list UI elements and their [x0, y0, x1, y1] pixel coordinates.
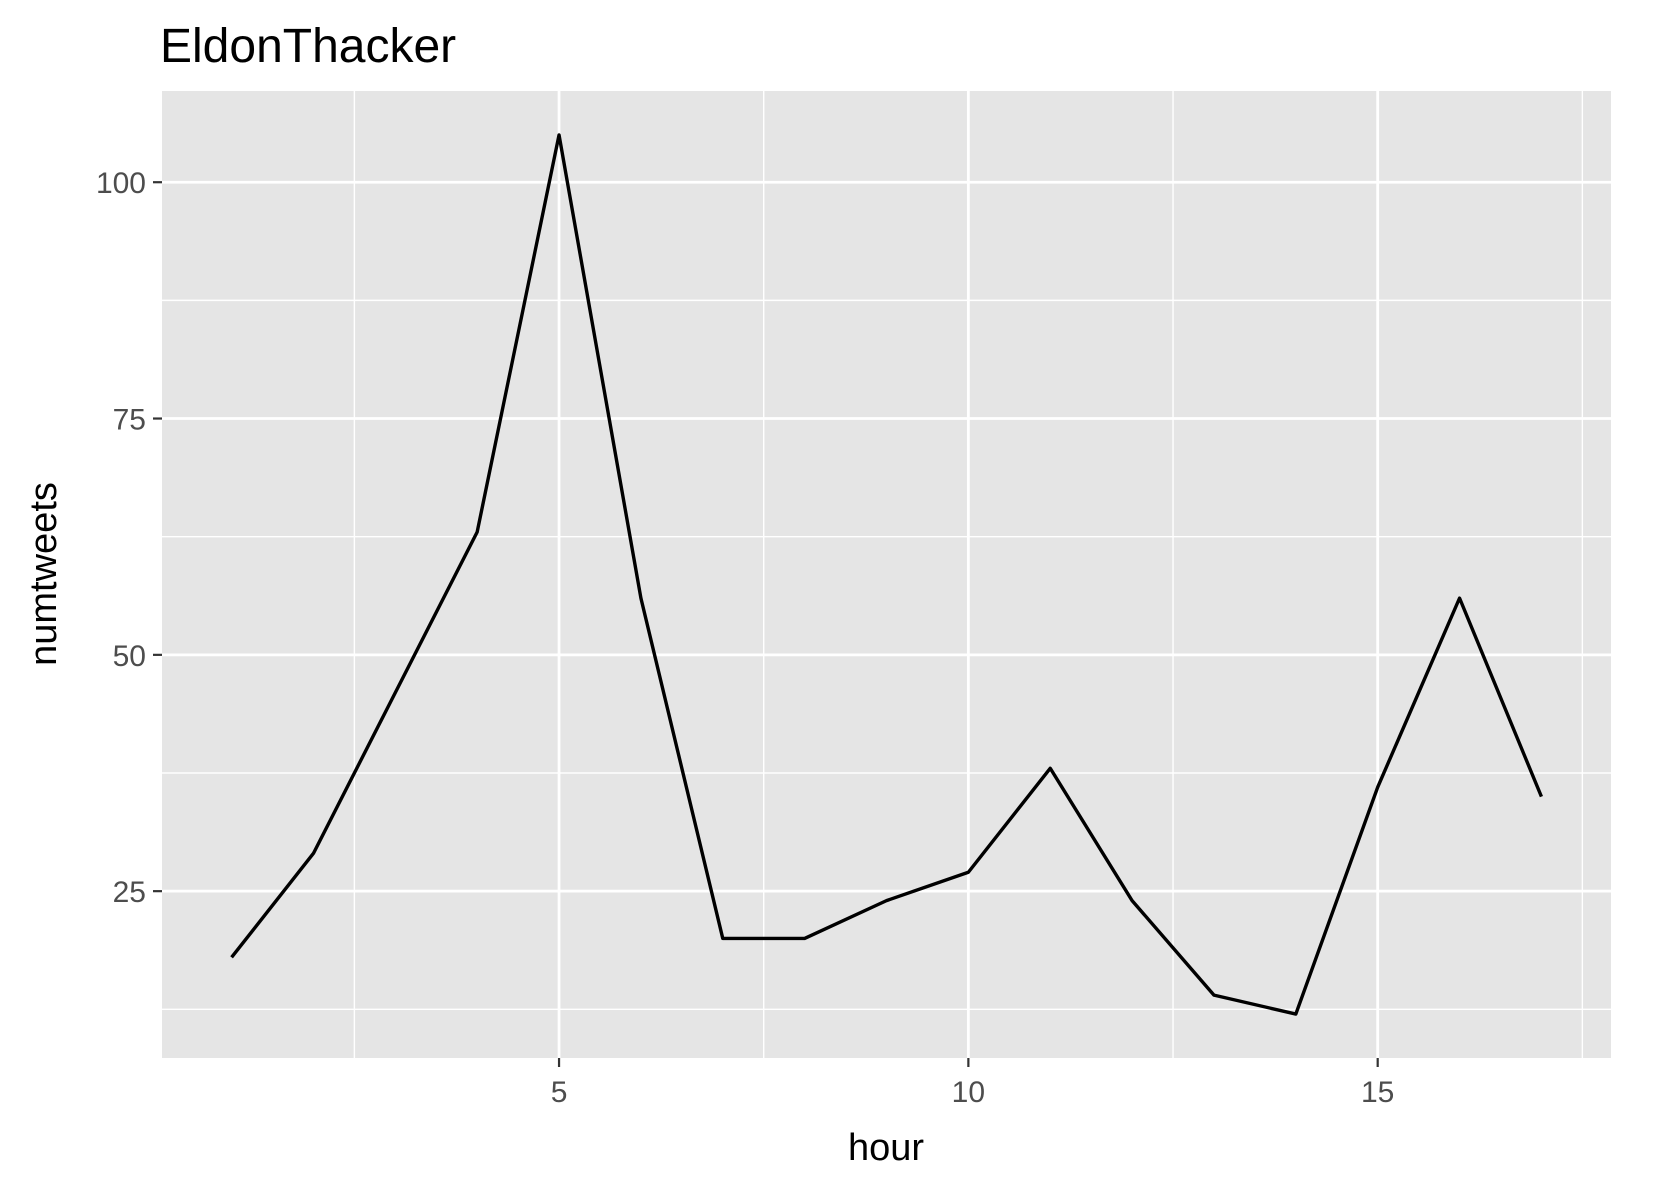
- series-line: [230, 133, 1543, 1016]
- plot-panel: [162, 91, 1611, 1058]
- x-tick-label: 5: [551, 1076, 568, 1109]
- x-tick-label: 10: [952, 1076, 985, 1109]
- y-tick-label: 75: [113, 404, 146, 437]
- x-axis: 5 10 15: [551, 1058, 1394, 1109]
- minor-gridlines: [162, 91, 1611, 1058]
- chart-title: EldonThacker: [160, 20, 456, 73]
- y-tick-label: 25: [113, 876, 146, 909]
- y-axis-title: numtweets: [23, 482, 65, 666]
- series-layer: [230, 133, 1543, 1016]
- y-tick-label: 100: [96, 167, 146, 200]
- major-gridlines: [162, 91, 1611, 1058]
- x-tick-label: 15: [1361, 1076, 1394, 1109]
- x-axis-title: hour: [848, 1127, 924, 1169]
- y-axis: 25 50 75 100: [96, 167, 162, 909]
- y-tick-label: 50: [113, 640, 146, 673]
